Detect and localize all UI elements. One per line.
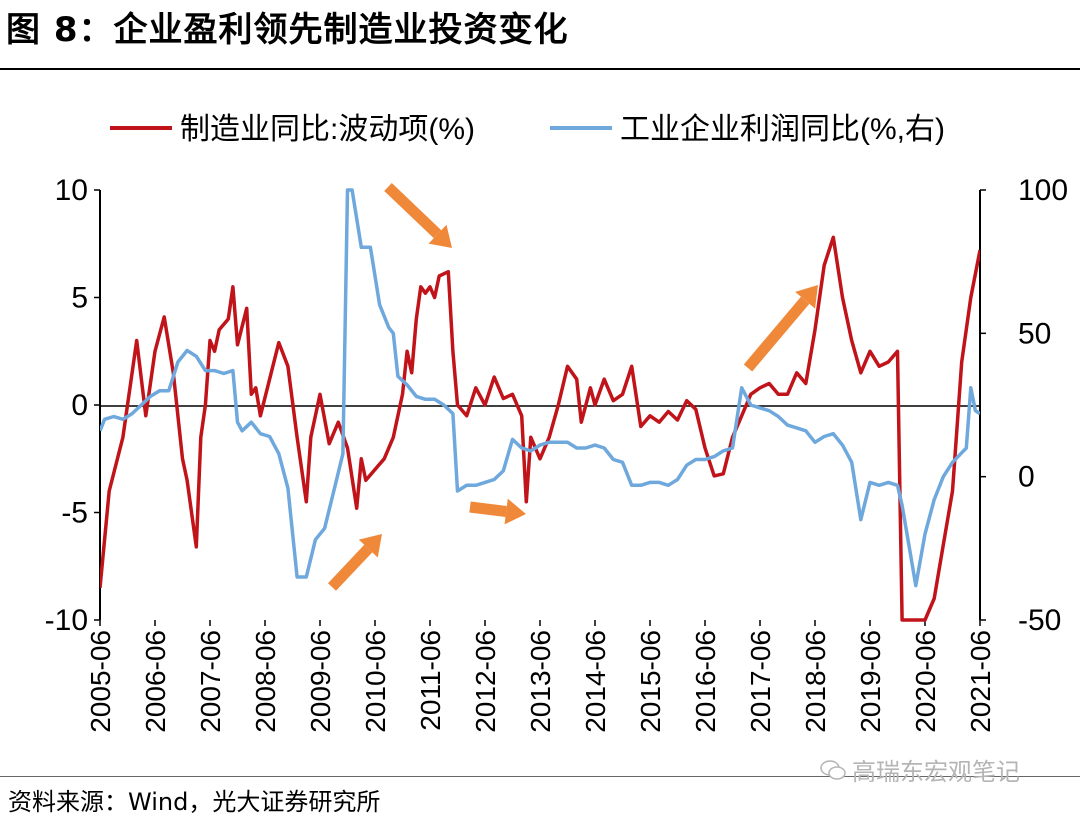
x-tick-label: 2011-06 bbox=[415, 630, 446, 731]
x-tick-label: 2012-06 bbox=[470, 630, 501, 733]
x-tick-label: 2005-06 bbox=[85, 630, 116, 733]
watermark-text: 高瑞东宏观笔记 bbox=[852, 758, 1020, 786]
x-tick-label: 2015-06 bbox=[635, 630, 666, 733]
x-tick-label: 2009-06 bbox=[305, 630, 336, 733]
left-tick-label: 0 bbox=[71, 389, 88, 422]
trend-arrow-head bbox=[358, 534, 382, 558]
left-tick-label: -10 bbox=[45, 604, 88, 637]
x-tick-label: 2021-06 bbox=[965, 630, 996, 733]
trend-arrow-shaft bbox=[327, 544, 373, 591]
x-tick-label: 2006-06 bbox=[140, 630, 171, 733]
series-manufacturing-line bbox=[100, 235, 980, 622]
x-tick-label: 2016-06 bbox=[690, 630, 721, 733]
x-tick-label: 2013-06 bbox=[525, 630, 556, 733]
left-tick-label: 10 bbox=[55, 174, 88, 207]
source-divider bbox=[0, 776, 1080, 777]
wechat-icon bbox=[820, 759, 846, 780]
source-note: 资料来源：Wind，光大证券研究所 bbox=[8, 788, 381, 816]
right-tick-label: 0 bbox=[1018, 461, 1035, 494]
x-tick-label: 2017-06 bbox=[745, 630, 776, 733]
x-tick-label: 2014-06 bbox=[580, 630, 611, 733]
x-tick-label: 2020-06 bbox=[910, 630, 941, 733]
trend-arrow-shaft bbox=[743, 296, 810, 372]
x-tick-label: 2018-06 bbox=[800, 630, 831, 733]
chart-title: 图 8：企业盈利领先制造业投资变化 bbox=[6, 10, 569, 50]
legend-label-1: 制造业同比:波动项(%) bbox=[180, 113, 475, 146]
left-tick-label: 5 bbox=[71, 282, 88, 315]
trend-arrow-head bbox=[428, 224, 452, 248]
right-tick-label: 100 bbox=[1018, 174, 1068, 207]
title-divider bbox=[0, 68, 1080, 70]
x-tick-label: 2007-06 bbox=[195, 630, 226, 733]
x-tick-label: 2019-06 bbox=[855, 630, 886, 733]
legend-label-2: 工业企业利润同比(%,右) bbox=[620, 113, 945, 146]
trend-arrow-head bbox=[504, 498, 526, 525]
watermark: 高瑞东宏观笔记 bbox=[820, 752, 1020, 787]
right-tick-label: -50 bbox=[1018, 604, 1061, 637]
trend-arrow-shaft bbox=[469, 501, 507, 517]
trend-arrow-shaft bbox=[384, 183, 442, 239]
x-tick-label: 2010-06 bbox=[360, 630, 391, 733]
left-tick-label: -5 bbox=[61, 497, 88, 530]
trend-arrow-head bbox=[795, 285, 818, 309]
x-tick-label: 2008-06 bbox=[250, 630, 281, 733]
series-profit-line bbox=[100, 188, 980, 588]
right-tick-label: 50 bbox=[1018, 317, 1051, 350]
